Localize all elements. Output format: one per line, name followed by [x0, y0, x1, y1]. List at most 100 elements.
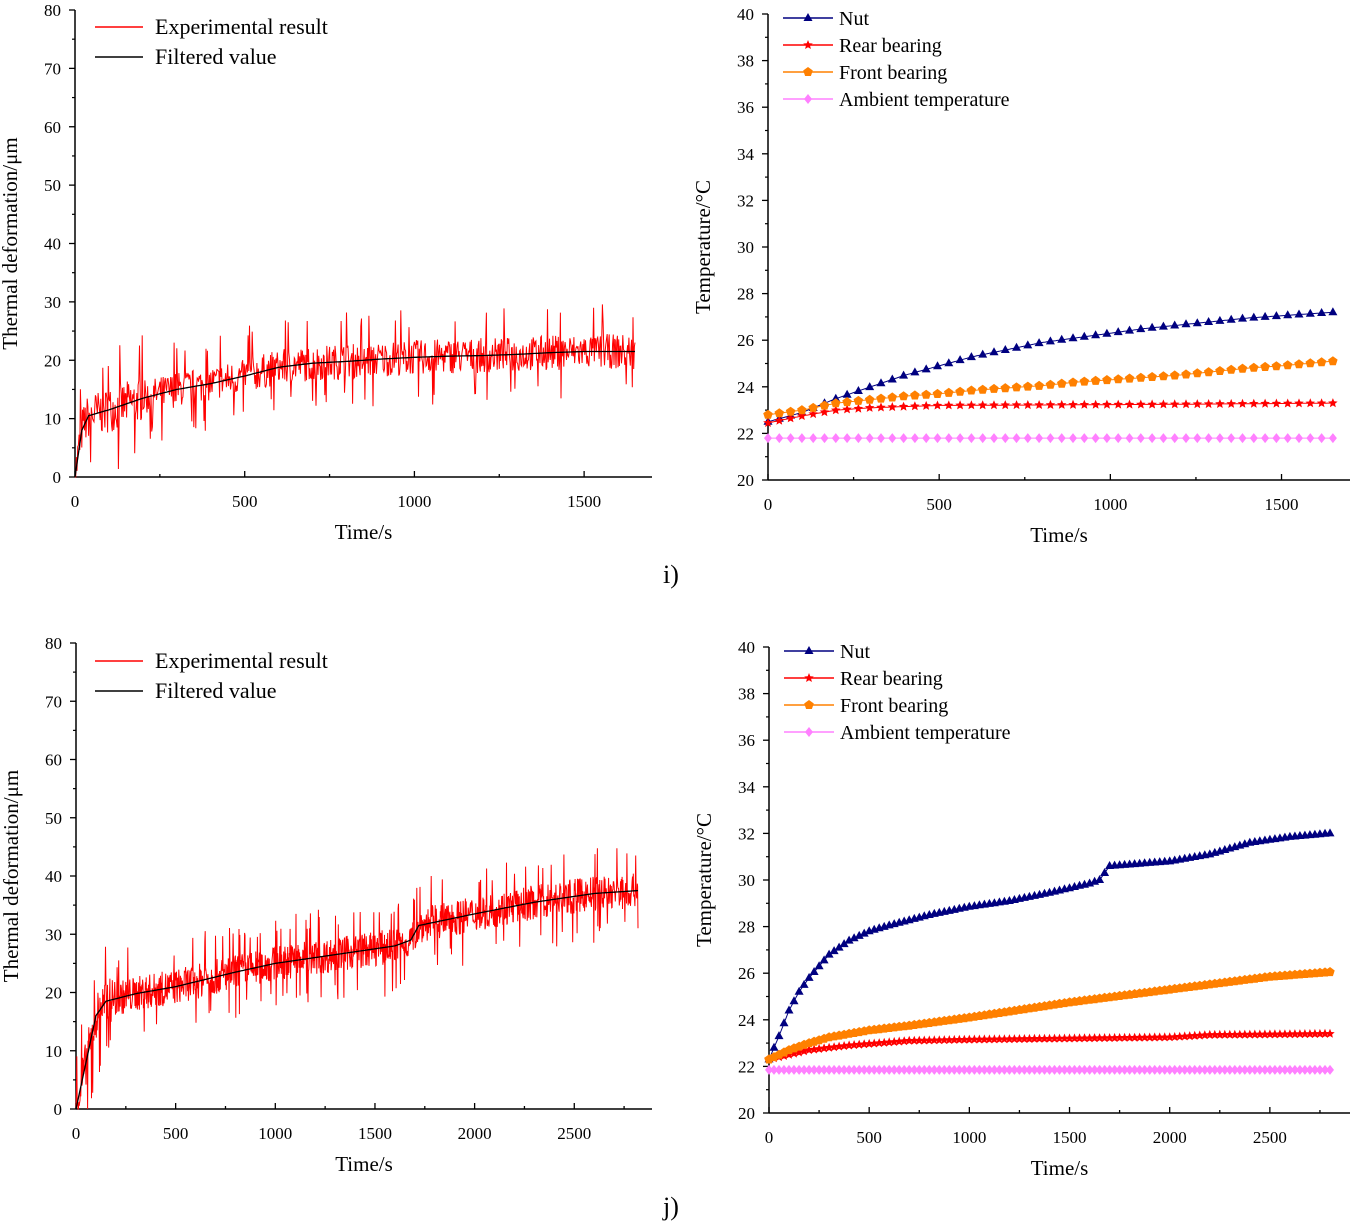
- x-tick-label: 500: [163, 1124, 189, 1143]
- data-point-diamond: [1135, 1064, 1144, 1075]
- series-ambient-temperature: [765, 1064, 1334, 1075]
- data-point-star: [1260, 398, 1270, 408]
- data-point-triangle: [1079, 331, 1089, 340]
- legend-entry: Ambient temperature: [784, 722, 1011, 744]
- data-point-triangle: [799, 979, 809, 988]
- data-point-diamond: [1065, 1064, 1074, 1075]
- data-point-diamond: [1145, 1064, 1154, 1075]
- data-point-triangle: [859, 928, 869, 937]
- data-point-triangle: [1294, 309, 1304, 318]
- legend-label: Front bearing: [839, 62, 947, 84]
- data-point-diamond: [830, 1064, 839, 1075]
- data-point-triangle: [899, 370, 909, 379]
- data-point-pentagon: [1249, 362, 1259, 372]
- legend-entry: Rear bearing: [784, 668, 943, 690]
- y-tick-label: 20: [44, 351, 61, 370]
- legend-label: Rear bearing: [839, 35, 942, 57]
- data-point-pentagon: [1057, 378, 1067, 388]
- data-point-star: [1226, 398, 1236, 408]
- data-point-diamond: [1136, 433, 1145, 444]
- data-point-triangle: [1100, 868, 1110, 876]
- data-point-diamond: [1225, 1064, 1234, 1075]
- data-point-diamond: [1114, 433, 1123, 444]
- data-point-diamond: [1245, 1064, 1254, 1075]
- data-point-pentagon: [1260, 361, 1270, 371]
- data-point-pentagon: [1000, 383, 1010, 393]
- data-point-diamond: [805, 1064, 814, 1075]
- data-point-triangle: [842, 389, 852, 398]
- legend-entry: Experimental result: [95, 648, 328, 673]
- data-point-star: [1294, 398, 1304, 408]
- data-point-star: [1237, 398, 1248, 408]
- data-point-diamond: [925, 1064, 934, 1075]
- y-tick-label: 70: [45, 692, 62, 711]
- data-point-star: [910, 401, 920, 411]
- data-point-diamond: [1170, 433, 1179, 444]
- data-point-triangle: [1102, 328, 1112, 337]
- data-point-diamond: [1055, 1064, 1064, 1075]
- data-point-star: [1124, 399, 1135, 409]
- series-line: [75, 889, 638, 1110]
- data-point-diamond: [1148, 433, 1157, 444]
- data-point-star: [1265, 1029, 1275, 1039]
- data-point-star: [1144, 1032, 1155, 1042]
- data-point-star: [819, 407, 830, 417]
- data-point-diamond: [915, 1064, 924, 1075]
- data-point-triangle: [853, 386, 863, 394]
- data-point-triangle: [1305, 308, 1315, 317]
- data-point-diamond: [877, 433, 885, 444]
- data-point-star: [874, 1038, 884, 1048]
- data-point-star: [1270, 1029, 1280, 1039]
- y-tick-label: 50: [44, 176, 61, 195]
- data-point-diamond: [1130, 1064, 1139, 1075]
- data-point-diamond: [1305, 1064, 1314, 1075]
- data-point-star: [1045, 399, 1056, 409]
- data-point-star: [829, 1042, 839, 1052]
- data-point-diamond: [1100, 1064, 1109, 1075]
- data-point-star: [859, 1039, 869, 1049]
- data-point-diamond: [1057, 433, 1066, 444]
- data-point-triangle: [1158, 321, 1168, 330]
- data-point-diamond: [933, 433, 942, 444]
- data-point-diamond: [1045, 1064, 1054, 1075]
- y-tick-label: 80: [45, 634, 62, 653]
- data-point-star: [1004, 1034, 1015, 1044]
- data-point-star: [819, 1043, 829, 1053]
- data-point-pentagon: [1271, 361, 1282, 371]
- data-point-diamond: [790, 1064, 798, 1075]
- series-experimental-result: [75, 848, 639, 1110]
- data-point-diamond: [800, 1064, 809, 1075]
- data-point-diamond: [978, 433, 987, 444]
- data-point-star: [919, 1035, 929, 1045]
- data-point-diamond: [1215, 1064, 1224, 1075]
- data-point-diamond: [835, 1064, 844, 1075]
- data-point-pentagon: [887, 392, 897, 402]
- data-point-triangle: [789, 996, 799, 1005]
- data-point-star: [1159, 1032, 1170, 1042]
- data-point-diamond: [1170, 1064, 1179, 1075]
- data-point-diamond: [1204, 433, 1213, 444]
- data-point-diamond: [940, 1064, 949, 1075]
- data-point-diamond: [1193, 433, 1202, 444]
- data-point-pentagon: [1034, 380, 1044, 390]
- legend-label: Nut: [839, 8, 869, 30]
- data-point-triangle: [1317, 308, 1327, 316]
- data-point-pentagon: [1113, 374, 1123, 384]
- data-point-pentagon: [853, 395, 864, 405]
- data-point-pentagon: [910, 390, 920, 400]
- data-point-diamond: [1180, 1064, 1189, 1075]
- legend-marker-star: [804, 673, 814, 682]
- data-point-star: [1084, 1033, 1095, 1043]
- data-point-triangle: [814, 961, 824, 970]
- data-point-diamond: [922, 433, 931, 444]
- data-point-star: [1305, 1029, 1315, 1038]
- data-point-pentagon: [966, 385, 977, 395]
- data-point-star: [854, 1039, 864, 1049]
- data-point-pentagon: [1305, 358, 1315, 368]
- y-tick-label: 36: [738, 731, 755, 750]
- data-point-triangle: [1325, 828, 1335, 837]
- data-point-pentagon: [1068, 377, 1078, 387]
- data-point-star: [1102, 399, 1112, 409]
- data-point-pentagon: [1203, 367, 1214, 377]
- panel-label-i: i): [663, 560, 679, 589]
